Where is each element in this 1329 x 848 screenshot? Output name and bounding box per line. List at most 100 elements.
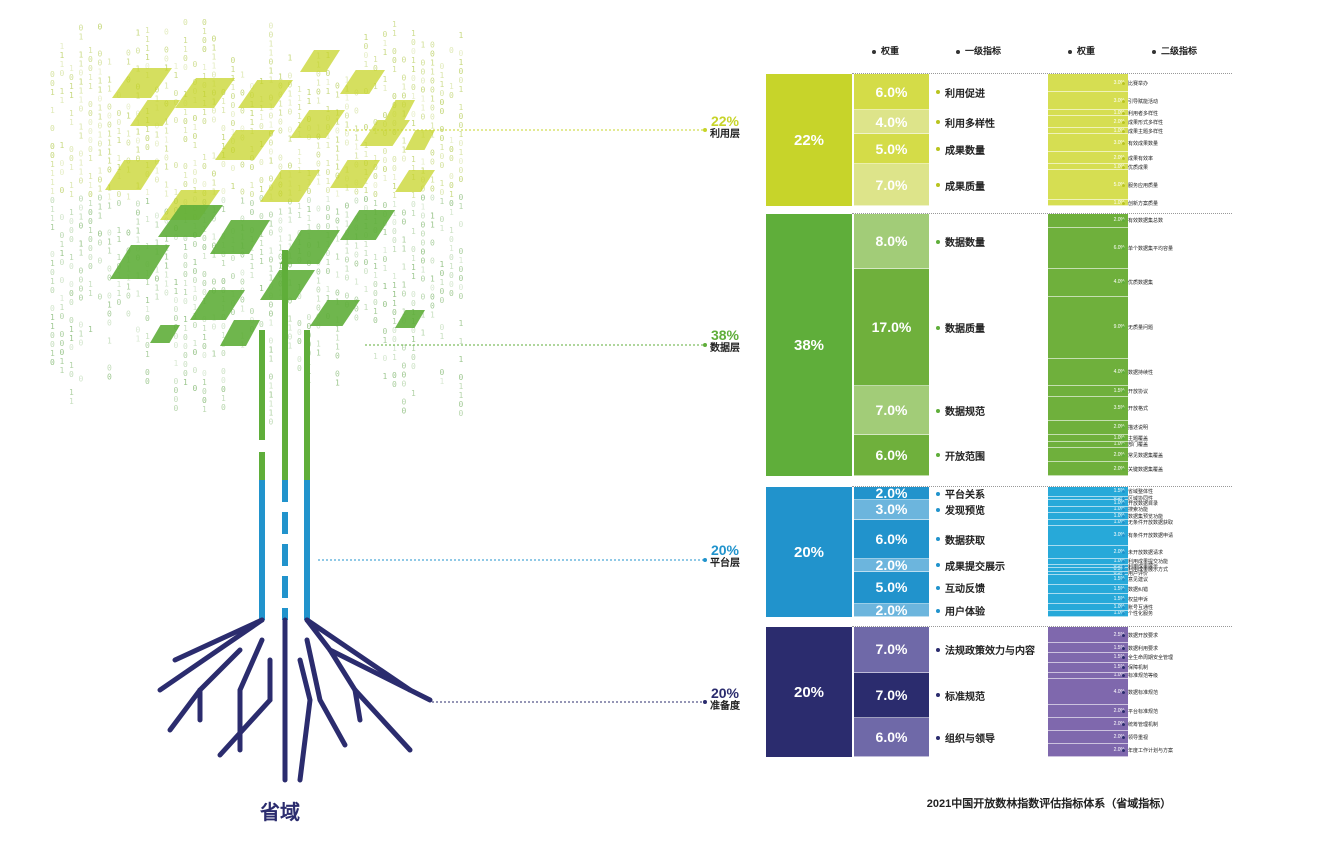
binary-digit: 1: [50, 106, 55, 115]
binary-digit: 1: [212, 179, 217, 188]
binary-digit: 1: [107, 201, 112, 210]
binary-digit: 1: [354, 277, 359, 286]
level2-weight: 2.5%: [1048, 627, 1128, 644]
binary-digit: 0: [98, 230, 103, 239]
binary-digit: 0: [240, 89, 245, 98]
level2-name: 无质量问题: [1122, 324, 1153, 332]
bullet-icon: [1122, 99, 1125, 103]
binary-digit: 1: [164, 235, 169, 244]
binary-digit: 0: [326, 267, 331, 276]
level2-weight: 2.0%: [1048, 214, 1128, 228]
level2-label: 比赛举办: [1128, 80, 1149, 87]
bullet-icon: [1122, 568, 1125, 572]
binary-digit: 0: [430, 283, 435, 292]
leaf-data: [280, 230, 340, 264]
bullet-icon: [936, 325, 940, 330]
binary-digit: 1: [326, 87, 331, 96]
binary-digit: 0: [79, 339, 84, 348]
binary-digit: 1: [449, 136, 454, 145]
binary-digit: 0: [221, 187, 226, 196]
bullet-icon: [1122, 501, 1125, 505]
binary-digit: 0: [231, 164, 236, 173]
binary-digit: 1: [126, 283, 131, 292]
leaf-data: [210, 220, 270, 254]
binary-digit: 1: [411, 65, 416, 74]
level-name: 数据层: [710, 343, 740, 354]
binary-digit: 0: [392, 218, 397, 227]
binary-digit: 0: [364, 123, 369, 132]
level2-weight: 1.0%: [1048, 434, 1128, 442]
binary-digit: 1: [459, 31, 464, 40]
binary-digit: 1: [79, 132, 84, 141]
bullet-icon: [936, 563, 940, 567]
binary-digit: 0: [60, 231, 65, 240]
binary-digit: 0: [183, 342, 188, 351]
leader-dot: [703, 700, 707, 704]
binary-digit: 1: [88, 181, 93, 190]
binary-digit: 1: [117, 163, 122, 172]
leaf-utilization: [238, 80, 293, 108]
binary-digit: 1: [449, 244, 454, 253]
binary-digit: 1: [88, 73, 93, 82]
binary-digit: 1: [402, 82, 407, 91]
binary-digit: 1: [50, 187, 55, 196]
binary-digit: 0: [164, 217, 169, 226]
level2-weight: 4.0%: [1048, 269, 1128, 297]
level2-name: 开放数据目录: [1122, 499, 1158, 507]
level2-label: 引导赋能活动: [1128, 98, 1159, 105]
binary-digit: 0: [402, 208, 407, 217]
level2-weight: 2.0%: [1048, 152, 1128, 164]
binary-digit: 1: [411, 191, 416, 200]
binary-digit: 0: [430, 85, 435, 94]
binary-digit: 0: [145, 377, 150, 386]
bullet-icon: [1122, 749, 1125, 752]
binary-digit: 1: [259, 248, 264, 257]
binary-digit: 0: [421, 220, 426, 229]
binary-digit: 0: [440, 152, 445, 161]
level2-name: 部门覆盖: [1122, 441, 1148, 449]
binary-digit: 1: [383, 264, 388, 273]
leaf-data: [158, 205, 223, 237]
binary-digit: 1: [364, 303, 369, 312]
binary-digit: 0: [107, 165, 112, 174]
binary-digit: 0: [183, 333, 188, 342]
level2-name: 主题覆盖: [1122, 434, 1148, 442]
binary-digit: 0: [345, 103, 350, 112]
binary-digit: 0: [449, 199, 454, 208]
binary-digit: 1: [183, 36, 188, 45]
binary-digit: 1: [269, 120, 274, 129]
binary-digit: 0: [193, 294, 198, 303]
binary-digit: 0: [392, 47, 397, 56]
binary-digit: 1: [316, 169, 321, 178]
binary-digit: 1: [50, 160, 55, 169]
bullet-icon: [1122, 326, 1125, 330]
level2-label: 数据利用要求: [1128, 645, 1159, 652]
binary-digit: 0: [373, 64, 378, 73]
binary-digit: 1: [364, 60, 369, 69]
binary-digit: 1: [316, 277, 321, 286]
binary-digit: 1: [50, 322, 55, 331]
binary-digit: 0: [98, 194, 103, 203]
bullet-icon: [1122, 578, 1125, 582]
binary-digit: 1: [392, 173, 397, 182]
binary-digit: 0: [459, 121, 464, 130]
binary-digit: 0: [126, 310, 131, 319]
binary-digit: 1: [155, 266, 160, 275]
binary-digit: 0: [449, 46, 454, 55]
binary-digit: 0: [269, 21, 274, 30]
binary-digit: 0: [335, 351, 340, 360]
level1-label: 组织与领导: [945, 734, 995, 745]
binary-digit: 1: [69, 109, 74, 118]
level2-weight: 2.0%: [1048, 448, 1128, 463]
binary-digit: 1: [373, 55, 378, 64]
bullet-icon: [1122, 111, 1125, 115]
binary-digit: 1: [297, 202, 302, 211]
leaf-data: [190, 290, 245, 320]
binary-digit: 0: [183, 18, 188, 27]
binary-digit: 0: [430, 112, 435, 121]
leaf-data: [340, 210, 395, 240]
layer-separator: [852, 73, 1232, 74]
binary-digit: 0: [373, 118, 378, 127]
level2-name: 省域整体性: [1122, 488, 1153, 496]
binary-digit: 0: [421, 58, 426, 67]
